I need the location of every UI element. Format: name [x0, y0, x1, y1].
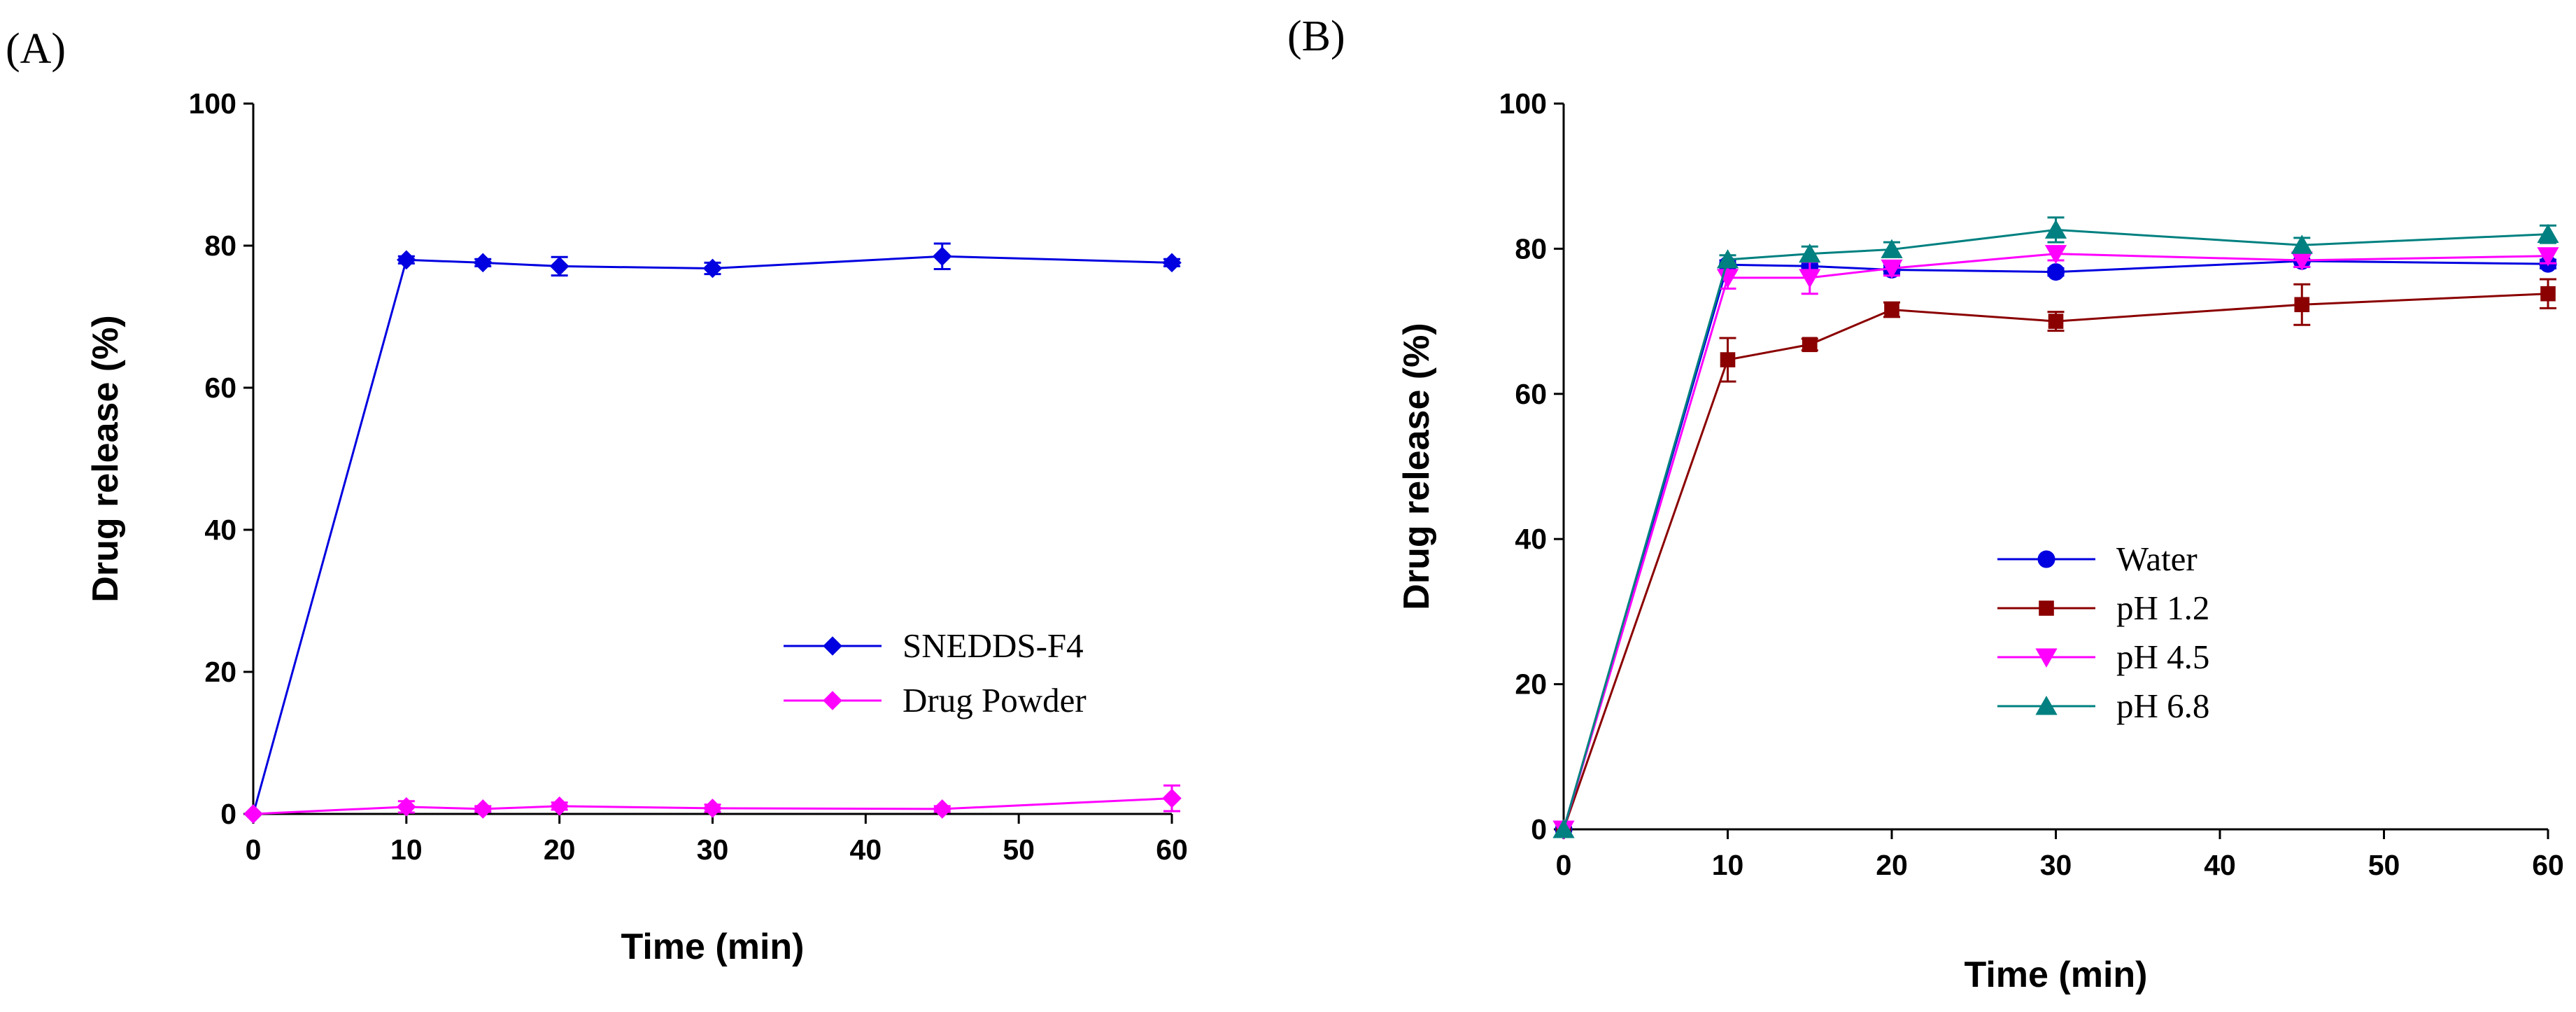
- series-snedds-f4: [243, 242, 1182, 824]
- y-tick-label: 80: [1515, 232, 1547, 265]
- legend-marker: [2035, 696, 2058, 715]
- data-point: [1716, 269, 1739, 288]
- y-axis-title: Drug release (%): [85, 315, 126, 602]
- panel-label: (B): [1287, 13, 1345, 60]
- data-point: [1799, 243, 1821, 263]
- data-point: [1162, 788, 1182, 808]
- x-tick-label: 10: [1712, 849, 1744, 881]
- data-point: [1884, 302, 1899, 318]
- data-point: [549, 256, 569, 276]
- data-point: [1162, 253, 1182, 273]
- y-tick-label: 100: [1499, 87, 1547, 120]
- series-drug-powder: [243, 784, 1182, 824]
- y-axis-title: Drug release (%): [1396, 323, 1437, 610]
- data-point: [2048, 314, 2064, 329]
- data-point: [1799, 269, 1821, 288]
- x-tick-label: 60: [2532, 849, 2564, 881]
- x-tick-label: 0: [1556, 849, 1572, 881]
- data-point: [2047, 263, 2065, 281]
- data-point: [932, 246, 952, 267]
- data-point: [2537, 223, 2559, 244]
- x-tick-label: 20: [544, 834, 576, 866]
- legend-marker: [2039, 600, 2054, 616]
- legend-entry: pH 4.5: [1997, 638, 2209, 676]
- panel-a: (A) 0 20 40 60 80 100 0 10 20 30 40 50 60 Time (min) Dr…: [6, 25, 1188, 967]
- series-line: [1562, 253, 2549, 830]
- x-tick-label: 30: [2040, 849, 2072, 881]
- x-tick-label: 40: [850, 834, 882, 866]
- y-tick-label: 60: [1515, 378, 1547, 410]
- data-point: [2291, 234, 2313, 254]
- x-tick-label: 50: [2368, 849, 2400, 881]
- legend-marker: [823, 691, 842, 710]
- legend-entry: pH 6.8: [1997, 687, 2209, 725]
- panel-b: (B) 0 20 40 60 80 100 0 10 20 30 40 50 60 Time (min) Dr…: [1287, 13, 2564, 995]
- data-point: [473, 799, 493, 819]
- data-point: [1881, 239, 1903, 258]
- legend-label: SNEDDS-F4: [903, 626, 1084, 665]
- data-point: [397, 250, 416, 270]
- data-point: [549, 796, 569, 816]
- legend-entry: SNEDDS-F4: [784, 626, 1084, 665]
- legend-label: pH 4.5: [2116, 638, 2209, 676]
- legend-marker: [823, 636, 842, 656]
- y-tick-label: 40: [204, 514, 236, 546]
- data-point: [1720, 352, 1736, 367]
- series-ph-1-2: [1556, 278, 2556, 837]
- data-point: [1881, 259, 1903, 279]
- y-tick-label: 20: [1515, 668, 1547, 701]
- x-axis-title: Time (min): [621, 927, 805, 967]
- panel-label: (A): [6, 25, 66, 73]
- data-point: [2044, 245, 2067, 265]
- x-axis-title: Time (min): [1965, 955, 2148, 995]
- series-line: [1562, 260, 2549, 830]
- series-ph-4-5: [1552, 245, 2559, 840]
- data-point: [397, 797, 416, 817]
- data-point: [1716, 249, 1739, 269]
- y-tick-label: 20: [204, 656, 236, 688]
- x-tick-label: 40: [2204, 849, 2236, 881]
- data-point: [2537, 247, 2559, 267]
- legend-marker: [2035, 648, 2058, 668]
- legend-entry: Water: [1997, 540, 2198, 578]
- data-point: [243, 804, 263, 824]
- series-line: [252, 255, 1173, 815]
- y-tick-label: 60: [204, 372, 236, 404]
- legend-label: Drug Powder: [903, 681, 1087, 719]
- y-tick-label: 0: [220, 798, 236, 830]
- data-point: [1552, 819, 1575, 838]
- data-point: [2044, 219, 2067, 239]
- legend-entry: Drug Powder: [784, 681, 1087, 719]
- data-point: [702, 799, 723, 818]
- x-tick-label: 20: [1876, 849, 1908, 881]
- legend-label: Water: [2116, 540, 2198, 578]
- data-point: [702, 258, 723, 279]
- legend-marker: [2037, 550, 2055, 568]
- x-tick-label: 0: [246, 834, 262, 866]
- y-tick-label: 80: [204, 230, 236, 262]
- legend-entry: pH 1.2: [1997, 589, 2209, 627]
- x-tick-label: 10: [390, 834, 423, 866]
- y-tick-label: 40: [1515, 523, 1547, 555]
- legend-label: pH 6.8: [2116, 687, 2209, 725]
- data-point: [1802, 337, 1818, 353]
- data-point: [2291, 251, 2313, 271]
- data-point: [932, 799, 952, 819]
- data-point: [2294, 297, 2310, 313]
- series-line: [1562, 293, 2549, 830]
- data-point: [473, 253, 493, 273]
- series-ph-6-8: [1552, 216, 2559, 838]
- data-point: [2540, 286, 2556, 302]
- y-tick-label: 0: [1531, 813, 1547, 845]
- legend-label: pH 1.2: [2116, 589, 2209, 627]
- x-tick-label: 30: [697, 834, 729, 866]
- x-tick-label: 50: [1003, 834, 1035, 866]
- x-tick-label: 60: [1156, 834, 1188, 866]
- y-tick-label: 100: [189, 87, 236, 120]
